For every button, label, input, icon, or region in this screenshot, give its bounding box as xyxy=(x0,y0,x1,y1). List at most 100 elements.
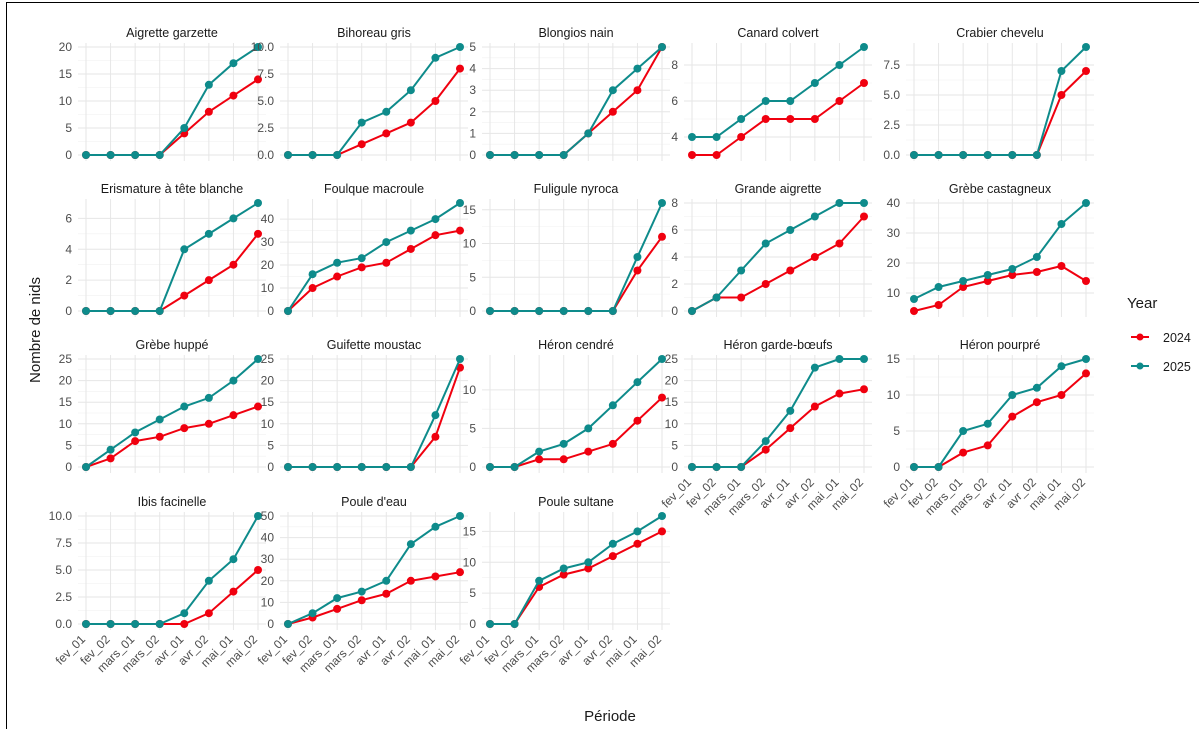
data-point-2024 xyxy=(229,411,238,420)
data-point-2025 xyxy=(860,355,868,363)
data-point-2025 xyxy=(761,239,770,248)
data-point-2024 xyxy=(584,447,593,456)
y-tick-label: 10 xyxy=(887,286,901,300)
data-point-2024 xyxy=(761,445,770,454)
y-tick-label: 15 xyxy=(665,395,679,409)
data-point-2024 xyxy=(712,151,721,159)
data-point-2025 xyxy=(910,151,918,159)
data-point-2024 xyxy=(608,552,617,561)
data-point-2024 xyxy=(131,437,140,446)
data-point-2025 xyxy=(810,212,819,221)
y-tick-label: 0.0 xyxy=(883,148,900,162)
y-tick-label: 2.5 xyxy=(883,118,900,132)
data-point-2024 xyxy=(658,232,666,241)
data-point-2025 xyxy=(535,307,544,315)
y-tick-label: 8 xyxy=(671,196,678,210)
y-tick-label: 8 xyxy=(671,58,678,72)
data-point-2025 xyxy=(559,151,568,159)
panel-title-aigrette-garzette: Aigrette garzette xyxy=(126,26,218,40)
data-point-2025 xyxy=(761,437,770,446)
data-point-2025 xyxy=(786,97,795,105)
data-point-2025 xyxy=(180,245,189,254)
data-point-2025 xyxy=(835,61,844,69)
series-line-2025 xyxy=(287,202,461,312)
y-tick-label: 0 xyxy=(469,460,476,474)
series-line-2024 xyxy=(86,233,259,312)
data-point-2024 xyxy=(584,564,593,573)
y-tick-label: 5 xyxy=(893,424,900,438)
data-point-2024 xyxy=(456,226,464,235)
data-point-2024 xyxy=(1082,277,1090,285)
y-tick-label: 5.0 xyxy=(883,88,900,102)
data-point-2025 xyxy=(155,620,164,628)
data-point-2025 xyxy=(559,564,568,573)
data-point-2025 xyxy=(382,463,391,471)
y-tick-label: 5.0 xyxy=(257,94,274,108)
data-point-2025 xyxy=(254,355,262,363)
data-point-2024 xyxy=(357,596,366,605)
data-point-2025 xyxy=(229,59,238,68)
data-point-2025 xyxy=(382,107,391,116)
series-line-2025 xyxy=(288,46,461,156)
data-point-2025 xyxy=(584,558,593,567)
data-point-2025 xyxy=(633,527,642,536)
data-point-2025 xyxy=(860,199,868,207)
series-line-2024 xyxy=(691,215,865,312)
series-line-2025 xyxy=(914,358,1087,468)
y-tick-label: 0 xyxy=(469,148,476,162)
y-axis-title: Nombre de nids xyxy=(27,277,44,383)
data-point-2024 xyxy=(835,239,844,248)
data-point-2025 xyxy=(658,43,666,51)
panel-title-foulque-macroule: Foulque macroule xyxy=(324,182,424,196)
data-point-2025 xyxy=(431,215,440,224)
data-point-2024 xyxy=(786,424,795,433)
data-point-2025 xyxy=(959,277,968,285)
y-tick-label: 0.0 xyxy=(257,148,274,162)
y-tick-label: 10 xyxy=(463,555,477,569)
y-tick-label: 2 xyxy=(469,105,476,119)
data-point-2025 xyxy=(1008,391,1017,399)
y-tick-label: 2 xyxy=(65,273,72,287)
data-point-2025 xyxy=(106,151,115,159)
y-tick-label: 10 xyxy=(463,237,477,251)
y-tick-label: 50 xyxy=(261,509,275,523)
y-tick-label: 25 xyxy=(665,352,679,366)
y-tick-label: 5 xyxy=(65,438,72,452)
data-point-2024 xyxy=(406,244,415,253)
series-line-2025 xyxy=(288,358,461,468)
data-point-2025 xyxy=(204,576,213,585)
y-tick-label: 30 xyxy=(261,235,275,249)
data-point-2024 xyxy=(959,283,968,291)
data-point-2025 xyxy=(106,445,115,454)
panel-title-grande-aigrette: Grande aigrette xyxy=(735,182,822,196)
data-point-2025 xyxy=(737,463,746,471)
panel-title-guifette-moustac: Guifette moustac xyxy=(327,338,422,352)
series-line-2025 xyxy=(85,358,259,468)
data-point-2025 xyxy=(308,151,317,159)
y-tick-label: 6 xyxy=(65,211,72,225)
data-point-2025 xyxy=(959,151,968,159)
data-point-2025 xyxy=(835,199,844,207)
series-line-2025 xyxy=(86,515,259,625)
data-point-2025 xyxy=(284,463,292,471)
y-tick-label: 0 xyxy=(469,617,476,631)
data-point-2025 xyxy=(131,307,140,315)
data-point-2024 xyxy=(910,307,918,315)
series-line-2024 xyxy=(490,396,663,468)
y-tick-label: 20 xyxy=(59,40,73,54)
data-point-2025 xyxy=(254,512,262,520)
data-point-2025 xyxy=(1008,151,1017,159)
y-tick-label: 40 xyxy=(887,196,901,210)
data-point-2025 xyxy=(510,307,519,315)
y-tick-label: 5 xyxy=(469,421,476,435)
data-point-2024 xyxy=(382,129,391,138)
data-point-2024 xyxy=(1082,67,1090,75)
series-line-2024 xyxy=(287,229,461,312)
data-point-2025 xyxy=(535,447,544,456)
y-tick-label: 4 xyxy=(671,250,678,264)
data-point-2025 xyxy=(559,439,568,448)
data-point-2025 xyxy=(1057,362,1066,371)
data-point-2024 xyxy=(254,402,262,411)
y-tick-label: 0 xyxy=(267,460,274,474)
panel-title-grebe-huppe: Grèbe huppé xyxy=(136,338,209,352)
